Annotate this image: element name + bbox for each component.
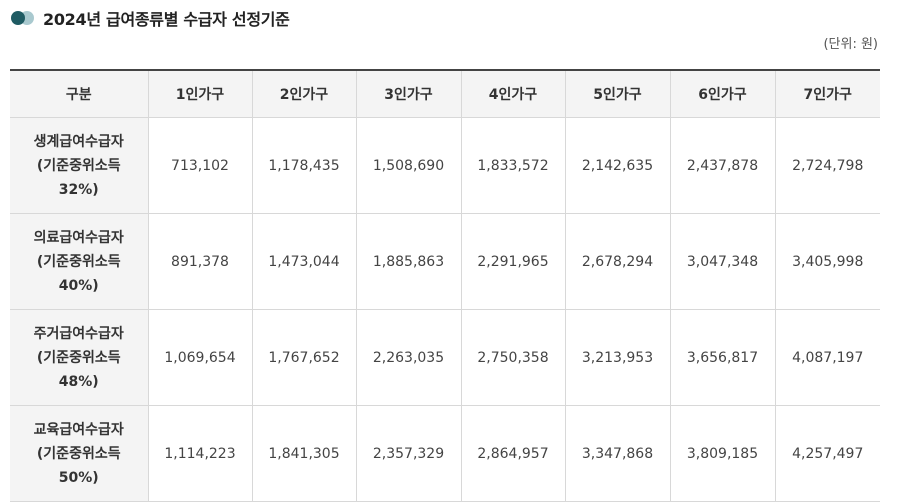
table-cell: 1,473,044: [252, 213, 357, 310]
table-cell: 2,678,294: [565, 213, 671, 310]
table-cell: 2,724,798: [775, 117, 880, 214]
selection-criteria-table: 구분 1인가구 2인가구 3인가구 4인가구 5인가구 6인가구 7인가구 생계…: [10, 69, 880, 502]
table-cell: 891,378: [148, 213, 253, 310]
column-header-3-person: 3인가구: [356, 69, 462, 118]
column-header-4-person: 4인가구: [461, 69, 566, 118]
row-label-basis: (기준중위소득: [36, 253, 121, 270]
table-row-medical: 의료급여수급자 (기준중위소득 40%) 891,378 1,473,044 1…: [10, 213, 880, 310]
column-header-7-person: 7인가구: [775, 69, 880, 118]
table-cell: 2,750,358: [461, 309, 566, 406]
table-cell: 1,178,435: [252, 117, 357, 214]
table-cell: 2,437,878: [670, 117, 776, 214]
table-cell: 1,833,572: [461, 117, 566, 214]
row-label-basis: (기준중위소득: [36, 349, 121, 366]
column-header-category: 구분: [10, 69, 149, 118]
row-label-housing: 주거급여수급자 (기준중위소득 48%): [10, 309, 149, 406]
bullet-dot-primary: [11, 11, 25, 25]
title-bullet-icon: [11, 11, 37, 25]
column-header-6-person: 6인가구: [670, 69, 776, 118]
row-label-percent: 48%): [58, 373, 99, 390]
table-row-education: 교육급여수급자 (기준중위소득 50%) 1,114,223 1,841,305…: [10, 405, 880, 502]
row-label-title: 주거급여수급자: [33, 325, 124, 342]
table-row-housing: 주거급여수급자 (기준중위소득 48%) 1,069,654 1,767,652…: [10, 309, 880, 406]
row-label-medical: 의료급여수급자 (기준중위소득 40%): [10, 213, 149, 310]
table-cell: 1,069,654: [148, 309, 253, 406]
column-header-5-person: 5인가구: [565, 69, 671, 118]
table-header-row: 구분 1인가구 2인가구 3인가구 4인가구 5인가구 6인가구 7인가구: [10, 69, 880, 118]
table-cell: 3,047,348: [670, 213, 776, 310]
row-label-title: 의료급여수급자: [33, 229, 124, 246]
table-cell: 1,508,690: [356, 117, 462, 214]
table-cell: 2,864,957: [461, 405, 566, 502]
table-cell: 3,809,185: [670, 405, 776, 502]
table-cell: 3,405,998: [775, 213, 880, 310]
row-label-basis: (기준중위소득: [36, 445, 121, 462]
table-cell: 1,885,863: [356, 213, 462, 310]
table-cell: 1,841,305: [252, 405, 357, 502]
row-label-livelihood: 생계급여수급자 (기준중위소득 32%): [10, 117, 149, 214]
row-label-title: 생계급여수급자: [33, 133, 124, 150]
table-cell: 4,257,497: [775, 405, 880, 502]
row-label-percent: 32%): [58, 181, 99, 198]
column-header-2-person: 2인가구: [252, 69, 357, 118]
row-label-percent: 50%): [58, 469, 99, 486]
row-label-education: 교육급여수급자 (기준중위소득 50%): [10, 405, 149, 502]
row-label-title: 교육급여수급자: [33, 421, 124, 438]
row-label-percent: 40%): [58, 277, 99, 294]
table-cell: 1,767,652: [252, 309, 357, 406]
table-cell: 3,656,817: [670, 309, 776, 406]
table-cell: 1,114,223: [148, 405, 253, 502]
page-title: 2024년 급여종류별 수급자 선정기준: [43, 10, 290, 29]
table-cell: 3,213,953: [565, 309, 671, 406]
table-cell: 2,291,965: [461, 213, 566, 310]
row-label-basis: (기준중위소득: [36, 157, 121, 174]
column-header-1-person: 1인가구: [148, 69, 253, 118]
table-cell: 2,263,035: [356, 309, 462, 406]
table-cell: 2,357,329: [356, 405, 462, 502]
section-header: 2024년 급여종류별 수급자 선정기준: [11, 6, 290, 30]
table-cell: 2,142,635: [565, 117, 671, 214]
table-cell: 713,102: [148, 117, 253, 214]
table-row-livelihood: 생계급여수급자 (기준중위소득 32%) 713,102 1,178,435 1…: [10, 117, 880, 214]
table-cell: 3,347,868: [565, 405, 671, 502]
unit-note: (단위: 원): [823, 37, 878, 52]
table-cell: 4,087,197: [775, 309, 880, 406]
